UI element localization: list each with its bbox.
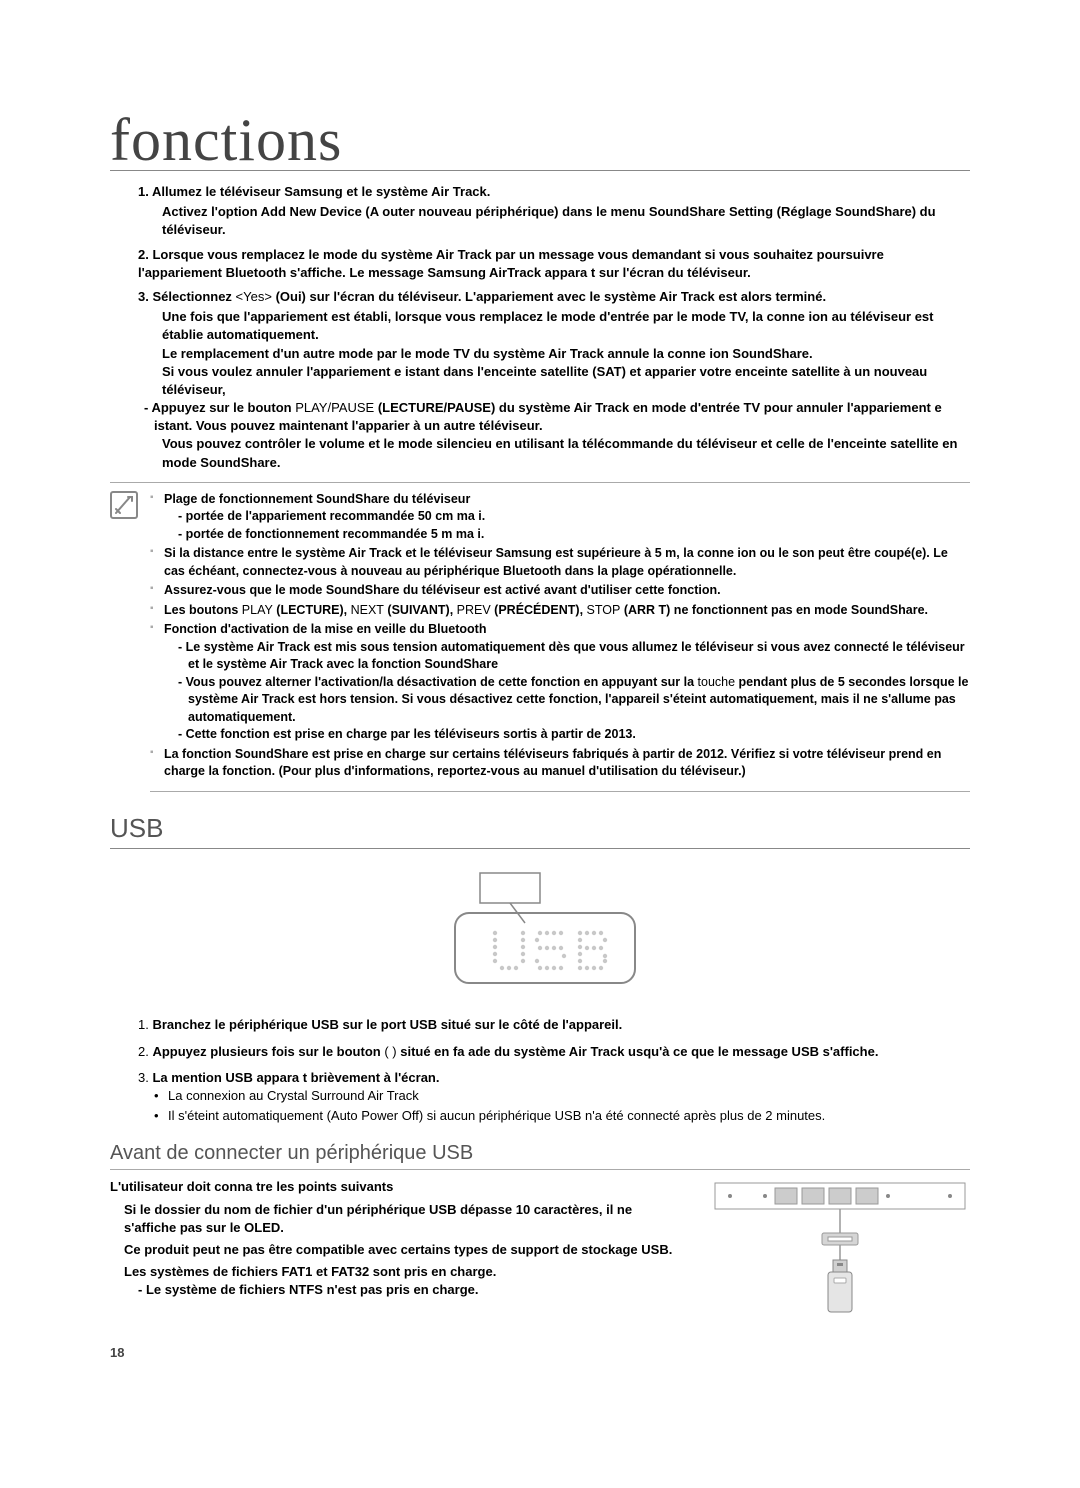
usb-s1-n: 1. xyxy=(138,1017,149,1032)
usb-heading: USB xyxy=(110,810,970,849)
page-number: 18 xyxy=(110,1344,970,1362)
note-b4-t3: (PRÉCÉDENT), xyxy=(491,603,587,617)
usb-port-diagram xyxy=(710,1178,970,1323)
note-block: Plage de fonctionnement SoundShare du té… xyxy=(110,482,970,792)
usb-step-1: 1. Branchez le périphérique USB sur le p… xyxy=(138,1016,970,1034)
usb-s2-pre: Appuyez plusieurs fois sur le bouton xyxy=(152,1044,384,1059)
before-usb-heading: Avant de connecter un périphérique USB xyxy=(110,1139,970,1170)
note-b5-head: Fonction d'activation de la mise en veil… xyxy=(164,622,486,636)
step-1-head: Allumez le téléviseur Samsung et le syst… xyxy=(152,184,490,199)
note-b2: Si la distance entre le système Air Trac… xyxy=(150,545,970,580)
step-2-head: Lorsque vous remplacez le mode du systèm… xyxy=(138,247,884,280)
step-3-sub-2: Le remplacement d'un autre mode par le m… xyxy=(162,345,970,363)
note-b1-d1: portée de l'appariement recommandée 50 c… xyxy=(178,508,970,526)
note-b5-d1: Le système Air Track est mis sous tensio… xyxy=(178,639,970,674)
note-b4-c4: STOP xyxy=(587,603,621,617)
note-b5-d3: Cette fonction est prise en charge par l… xyxy=(178,726,970,744)
note-b5-d2-code: touche xyxy=(698,675,736,689)
step-2: 2. Lorsque vous remplacez le mode du sys… xyxy=(138,246,970,282)
usb-s1-t: Branchez le périphérique USB sur le port… xyxy=(152,1017,622,1032)
page-title: fonctions xyxy=(110,110,970,171)
usb-display-illustration xyxy=(110,863,970,998)
usb-s2-n: 2. xyxy=(138,1044,149,1059)
note-b5: Fonction d'activation de la mise en veil… xyxy=(150,621,970,744)
before-lead: L'utilisateur doit conna tre les points … xyxy=(110,1178,686,1196)
note-b4-c1: PLAY xyxy=(242,603,273,617)
usb-d2: Il s'éteint automatiquement (Auto Power … xyxy=(152,1107,970,1125)
note-icon xyxy=(110,491,138,519)
note-b4-c2: NEXT xyxy=(351,603,384,617)
usb-s2-post: situé en fa ade du système Air Track usq… xyxy=(397,1044,879,1059)
note-b1: Plage de fonctionnement SoundShare du té… xyxy=(150,491,970,544)
step-1-sub: Activez l'option Add New Device (A outer… xyxy=(162,203,970,239)
step-1: 1. Allumez le téléviseur Samsung et le s… xyxy=(138,183,970,240)
note-b5-d2: Vous pouvez alterner l'activation/la dés… xyxy=(178,674,970,727)
usb-step-3: 3. La mention USB appara t brièvement à … xyxy=(138,1069,970,1126)
step-2-num: 2. xyxy=(138,247,149,262)
before-usb-text: L'utilisateur doit conna tre les points … xyxy=(110,1178,686,1299)
step-3-code: <Yes> xyxy=(236,289,272,304)
note-b4-t4: (ARR T) ne fonctionnent pas en mode Soun… xyxy=(620,603,928,617)
usb-d1: La connexion au Crystal Surround Air Tra… xyxy=(152,1087,970,1105)
step-3-post: (Oui) sur l'écran du téléviseur. L'appar… xyxy=(272,289,826,304)
usb-s3-n: 3. xyxy=(138,1070,149,1085)
step-3-sub-1: Une fois que l'appariement est établi, l… xyxy=(162,308,970,344)
note-b4-c3: PREV xyxy=(457,603,491,617)
note-b6: La fonction SoundShare est prise en char… xyxy=(150,746,970,781)
note-b4-t1: (LECTURE), xyxy=(273,603,351,617)
step-3-dash-pre: Appuyez sur le bouton xyxy=(151,400,295,415)
note-b4-pre: Les boutons xyxy=(164,603,242,617)
note-b1-head: Plage de fonctionnement SoundShare du té… xyxy=(164,492,470,506)
before-usb-row: L'utilisateur doit conna tre les points … xyxy=(110,1178,970,1323)
before-p2: Ce produit peut ne pas être compatible a… xyxy=(124,1241,686,1259)
note-b4: Les boutons PLAY (LECTURE), NEXT (SUIVAN… xyxy=(150,602,970,620)
note-b4-t2: (SUIVANT), xyxy=(384,603,457,617)
note-b1-d2: portée de fonctionnement recommandée 5 m… xyxy=(178,526,970,544)
note-b5-d2-pre: Vous pouvez alterner l'activation/la dés… xyxy=(186,675,698,689)
step-3-dash-code: PLAY/PAUSE xyxy=(295,400,374,415)
usb-s2-code: ( ) xyxy=(384,1044,396,1059)
usb-step-2: 2. Appuyez plusieurs fois sur le bouton … xyxy=(138,1043,970,1061)
step-3-tail: Vous pouvez contrôler le volume et le mo… xyxy=(162,435,970,471)
step-3-pre: Sélectionnez xyxy=(152,289,235,304)
step-1-num: 1. xyxy=(138,184,149,199)
step-3: 3. Sélectionnez <Yes> (Oui) sur l'écran … xyxy=(138,288,970,472)
note-b3: Assurez-vous que le mode SoundShare du t… xyxy=(150,582,970,600)
before-p1: Si le dossier du nom de fichier d'un pér… xyxy=(124,1201,686,1237)
before-p3: Les systèmes de fichiers FAT1 et FAT32 s… xyxy=(124,1263,686,1281)
step-3-sub-3: Si vous voulez annuler l'appariement e i… xyxy=(162,363,970,399)
usb-s3-t: La mention USB appara t brièvement à l'é… xyxy=(152,1070,439,1085)
before-p3d: Le système de fichiers NTFS n'est pas pr… xyxy=(138,1281,686,1299)
step-3-dash: Appuyez sur le bouton PLAY/PAUSE (LECTUR… xyxy=(144,399,970,435)
steps-list: 1. Allumez le téléviseur Samsung et le s… xyxy=(138,183,970,472)
step-3-num: 3. xyxy=(138,289,149,304)
usb-steps: 1. Branchez le périphérique USB sur le p… xyxy=(138,1016,970,1125)
